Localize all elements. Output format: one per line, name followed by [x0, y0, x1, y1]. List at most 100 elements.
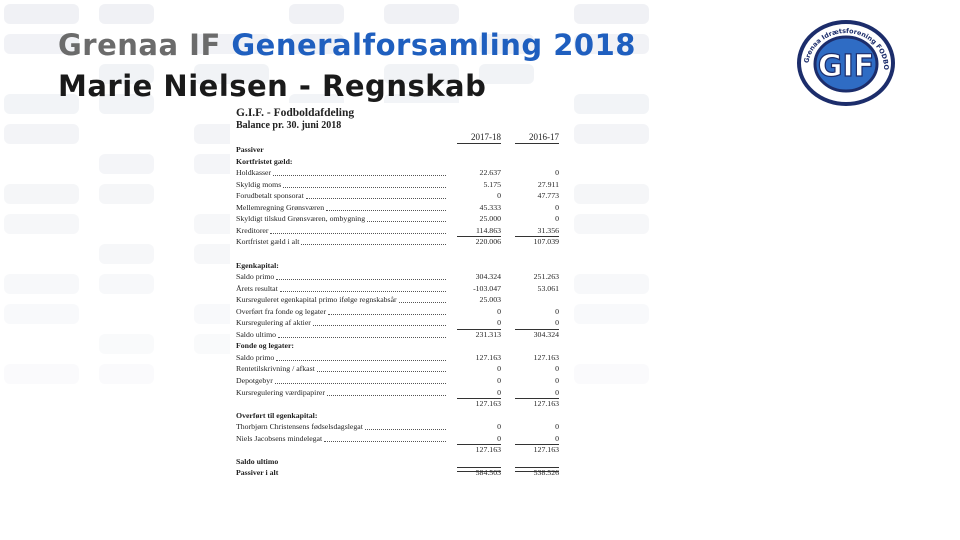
background-tile — [4, 214, 79, 234]
balance-row: Årets resultat -103.047 53.061 — [236, 284, 566, 294]
balance-row: Overført til egenkapital: — [236, 411, 566, 421]
row-label: Fonde og legater: — [236, 341, 295, 351]
row-label: Kreditorer — [236, 225, 269, 235]
background-tile — [99, 154, 154, 174]
value-current-year: 25.000 — [479, 214, 501, 224]
background-tile — [99, 184, 154, 204]
dot-leader — [278, 336, 446, 338]
dot-leader — [317, 371, 446, 373]
balance-row: Kursregulering værdipapirer 0 0 — [236, 388, 566, 398]
value-prior-year: 0 — [555, 318, 559, 328]
gif-logo: GIF Grenaa Idrætsforening FODBOLD — [793, 14, 896, 106]
value-prior-year: 0 — [555, 306, 559, 316]
slide-subtitle: Marie Nielsen - Regnskab — [58, 69, 487, 103]
row-label: Kursregulering af aktier — [236, 318, 311, 328]
row-label: Passiver — [236, 145, 264, 154]
sum-rule — [515, 236, 559, 238]
balance-row: Kreditorer 114.863 31.356 — [236, 226, 566, 236]
balance-row: Mellemregning Grønsværen 45.333 0 — [236, 203, 566, 213]
document-title: G.I.F. - Fodboldafdeling — [236, 107, 355, 119]
sum-rule — [457, 328, 501, 330]
value-current-year: 127.163 — [475, 352, 501, 362]
logo-letters: GIF — [818, 49, 874, 84]
value-prior-year: 127.163 — [533, 445, 559, 455]
background-tile — [99, 274, 154, 294]
slide-title: Grenaa IF Generalforsamling 2018 — [58, 28, 636, 62]
value-current-year: 25.003 — [479, 295, 501, 305]
sum-rule — [515, 467, 559, 473]
row-label: Skyldigt tilskud Grønsværen, ombygning — [236, 214, 366, 224]
value-current-year: 220.006 — [475, 237, 501, 247]
value-current-year: 0 — [497, 376, 501, 385]
value-prior-year: 0 — [555, 364, 559, 374]
balance-row: Thorbjørn Christensens fødselsdagslegat 0… — [236, 422, 566, 432]
row-label: Egenkapital: — [236, 260, 279, 270]
row-label: Mellemregning Grønsværen — [236, 202, 325, 212]
header-rule — [457, 143, 501, 144]
background-tile — [4, 274, 79, 294]
background-tile — [4, 304, 79, 324]
row-label: Niels Jacobsens mindelegat — [236, 433, 323, 443]
row-label: Thorbjørn Christensens fødselsdagslegat — [236, 422, 363, 432]
background-tile — [4, 124, 79, 144]
value-prior-year: 0 — [555, 214, 559, 224]
background-tile — [4, 4, 79, 24]
background-tile — [384, 64, 459, 84]
value-prior-year: 53.061 — [537, 283, 559, 293]
value-current-year: -103.047 — [473, 283, 501, 293]
balance-row: Egenkapital: — [236, 261, 566, 271]
column-header-current-year: 2017-18 — [471, 132, 501, 142]
value-current-year: 0 — [497, 306, 501, 316]
value-prior-year: 127.163 — [533, 352, 559, 362]
sum-rule — [457, 236, 501, 238]
dot-leader — [367, 221, 446, 223]
background-tile — [574, 304, 649, 324]
balance-row: Passiver i alt 584.503 538.526 — [236, 468, 566, 478]
background-tile — [194, 34, 269, 54]
row-label: Årets resultat — [236, 283, 278, 293]
background-tile — [99, 94, 154, 114]
background-tile — [574, 184, 649, 204]
dot-leader — [276, 279, 446, 281]
sum-rule — [515, 398, 559, 400]
value-prior-year: 0 — [555, 376, 559, 385]
balance-row: Saldo ultimo 231.313 304.324 — [236, 330, 566, 340]
row-label: Overført til egenkapital: — [236, 410, 318, 420]
background-tile — [99, 334, 154, 354]
balance-row: Kortfristet gæld: — [236, 157, 566, 167]
balance-row: 127.163 127.163 — [236, 399, 566, 409]
background-tile — [574, 34, 649, 54]
background-tile — [479, 34, 534, 54]
value-prior-year: 0 — [555, 433, 559, 443]
value-prior-year: 47.773 — [537, 191, 559, 201]
value-current-year: 304.324 — [475, 272, 501, 282]
row-label: Saldo primo — [236, 352, 275, 362]
value-current-year: 127.163 — [475, 399, 501, 409]
row-label: Skyldig moms — [236, 179, 282, 189]
sum-rule — [457, 444, 501, 446]
value-current-year: 584.503 — [475, 468, 501, 478]
background-tile — [4, 94, 79, 114]
row-label: Kursregulering værdipapirer — [236, 387, 325, 397]
background-tile — [574, 274, 649, 294]
balance-row: Forudbetalt sponsorat 0 47.773 — [236, 191, 566, 201]
value-current-year: 0 — [497, 191, 501, 201]
value-current-year: 127.163 — [475, 445, 501, 455]
row-label: Depotgebyr — [236, 376, 273, 385]
background-tile — [4, 34, 79, 54]
balance-row — [236, 249, 566, 259]
header-rule — [515, 143, 559, 144]
value-prior-year: 304.324 — [533, 329, 559, 339]
value-prior-year: 0 — [555, 422, 559, 432]
dot-leader — [326, 209, 446, 211]
background-tile — [574, 214, 649, 234]
row-label: Passiver i alt — [236, 468, 279, 478]
background-tile — [574, 124, 649, 144]
balance-row: Kursreguleret egenkapital primo ifølge r… — [236, 295, 566, 305]
row-label: Holdkasser — [236, 168, 272, 178]
background-tile — [384, 4, 459, 24]
row-label: Saldo ultimo — [236, 329, 277, 339]
balance-row: Overført fra fonde og legater 0 0 — [236, 307, 566, 317]
balance-row: Passiver — [236, 145, 566, 155]
value-prior-year: 27.911 — [537, 179, 559, 189]
